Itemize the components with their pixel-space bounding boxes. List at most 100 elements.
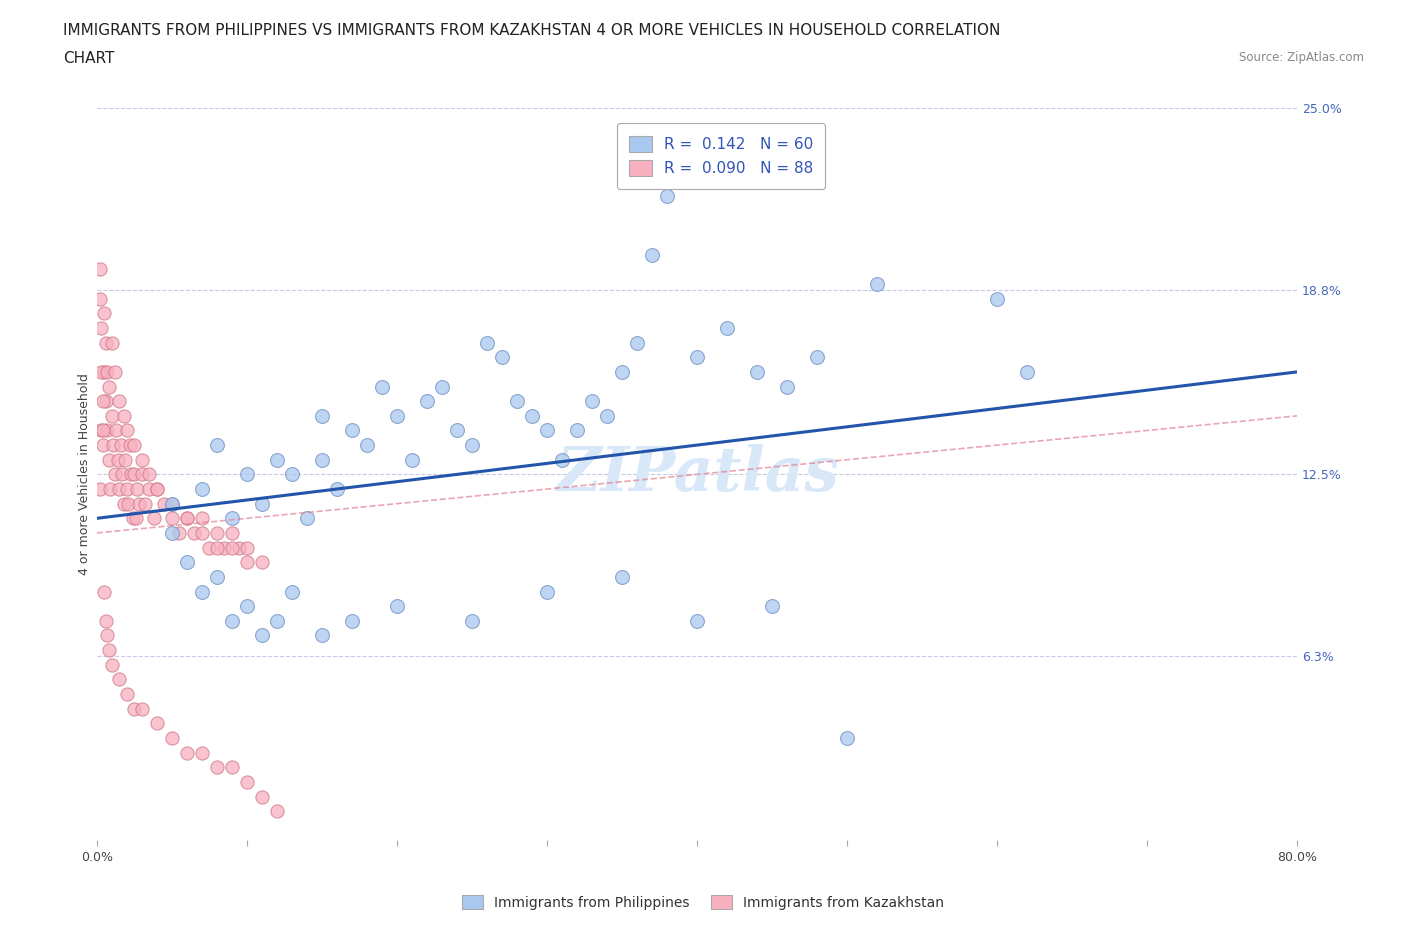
Point bbox=[112, 497, 135, 512]
Point bbox=[160, 497, 183, 512]
Point bbox=[117, 497, 139, 512]
Point bbox=[107, 452, 129, 467]
Point bbox=[134, 497, 156, 512]
Point bbox=[124, 701, 146, 716]
Text: Source: ZipAtlas.com: Source: ZipAtlas.com bbox=[1239, 51, 1364, 64]
Point bbox=[120, 467, 142, 482]
Point bbox=[641, 247, 664, 262]
Point bbox=[96, 628, 118, 643]
Point bbox=[205, 760, 228, 775]
Point bbox=[205, 569, 228, 584]
Point bbox=[491, 350, 513, 365]
Point bbox=[97, 379, 120, 394]
Point bbox=[266, 614, 288, 629]
Legend: R =  0.142   N = 60, R =  0.090   N = 88: R = 0.142 N = 60, R = 0.090 N = 88 bbox=[616, 124, 825, 189]
Point bbox=[236, 540, 259, 555]
Point bbox=[311, 628, 333, 643]
Point bbox=[835, 730, 858, 745]
Point bbox=[221, 511, 243, 525]
Point bbox=[89, 291, 111, 306]
Point bbox=[105, 423, 128, 438]
Point bbox=[221, 540, 243, 555]
Point bbox=[89, 262, 111, 277]
Point bbox=[112, 408, 135, 423]
Point bbox=[356, 438, 378, 453]
Point bbox=[776, 379, 799, 394]
Point bbox=[96, 423, 118, 438]
Point bbox=[461, 614, 484, 629]
Point bbox=[131, 467, 153, 482]
Point bbox=[111, 467, 134, 482]
Point bbox=[146, 482, 169, 497]
Point bbox=[205, 438, 228, 453]
Point bbox=[610, 569, 633, 584]
Point bbox=[596, 408, 619, 423]
Point bbox=[138, 467, 160, 482]
Point bbox=[108, 672, 131, 687]
Point bbox=[94, 335, 117, 350]
Point bbox=[96, 365, 118, 379]
Point bbox=[250, 497, 273, 512]
Point bbox=[98, 482, 121, 497]
Point bbox=[131, 701, 153, 716]
Point bbox=[90, 321, 112, 336]
Point bbox=[205, 525, 228, 540]
Point bbox=[90, 423, 112, 438]
Point bbox=[93, 365, 115, 379]
Point bbox=[236, 775, 259, 790]
Point bbox=[176, 745, 198, 760]
Point bbox=[160, 730, 183, 745]
Point bbox=[326, 482, 349, 497]
Point bbox=[221, 525, 243, 540]
Text: ZIPatlas: ZIPatlas bbox=[555, 445, 838, 504]
Point bbox=[565, 423, 588, 438]
Point bbox=[506, 393, 529, 408]
Point bbox=[385, 408, 408, 423]
Point bbox=[124, 467, 146, 482]
Point bbox=[104, 365, 127, 379]
Point bbox=[551, 452, 574, 467]
Point bbox=[536, 423, 558, 438]
Point bbox=[191, 584, 214, 599]
Point bbox=[311, 452, 333, 467]
Point bbox=[176, 511, 198, 525]
Point bbox=[266, 804, 288, 818]
Text: IMMIGRANTS FROM PHILIPPINES VS IMMIGRANTS FROM KAZAKHSTAN 4 OR MORE VEHICLES IN : IMMIGRANTS FROM PHILIPPINES VS IMMIGRANT… bbox=[63, 23, 1001, 38]
Point bbox=[127, 482, 149, 497]
Point bbox=[340, 614, 363, 629]
Point bbox=[91, 438, 114, 453]
Point bbox=[93, 306, 115, 321]
Point bbox=[94, 393, 117, 408]
Point bbox=[205, 540, 228, 555]
Point bbox=[160, 511, 183, 525]
Point bbox=[1015, 365, 1038, 379]
Point bbox=[686, 614, 709, 629]
Point bbox=[191, 482, 214, 497]
Point bbox=[236, 467, 259, 482]
Point bbox=[475, 335, 498, 350]
Point bbox=[110, 438, 132, 453]
Point bbox=[250, 789, 273, 804]
Point bbox=[97, 452, 120, 467]
Point bbox=[385, 599, 408, 614]
Point bbox=[128, 497, 150, 512]
Point bbox=[686, 350, 709, 365]
Point bbox=[416, 393, 439, 408]
Point bbox=[93, 584, 115, 599]
Point bbox=[281, 584, 304, 599]
Point bbox=[655, 189, 678, 204]
Point bbox=[198, 540, 221, 555]
Point bbox=[250, 628, 273, 643]
Point bbox=[131, 452, 153, 467]
Point bbox=[176, 555, 198, 570]
Point bbox=[146, 482, 169, 497]
Point bbox=[115, 482, 138, 497]
Text: CHART: CHART bbox=[63, 51, 115, 66]
Point bbox=[90, 365, 112, 379]
Point bbox=[142, 511, 165, 525]
Point bbox=[138, 482, 160, 497]
Point bbox=[176, 511, 198, 525]
Point bbox=[97, 643, 120, 658]
Point bbox=[118, 438, 141, 453]
Point bbox=[191, 745, 214, 760]
